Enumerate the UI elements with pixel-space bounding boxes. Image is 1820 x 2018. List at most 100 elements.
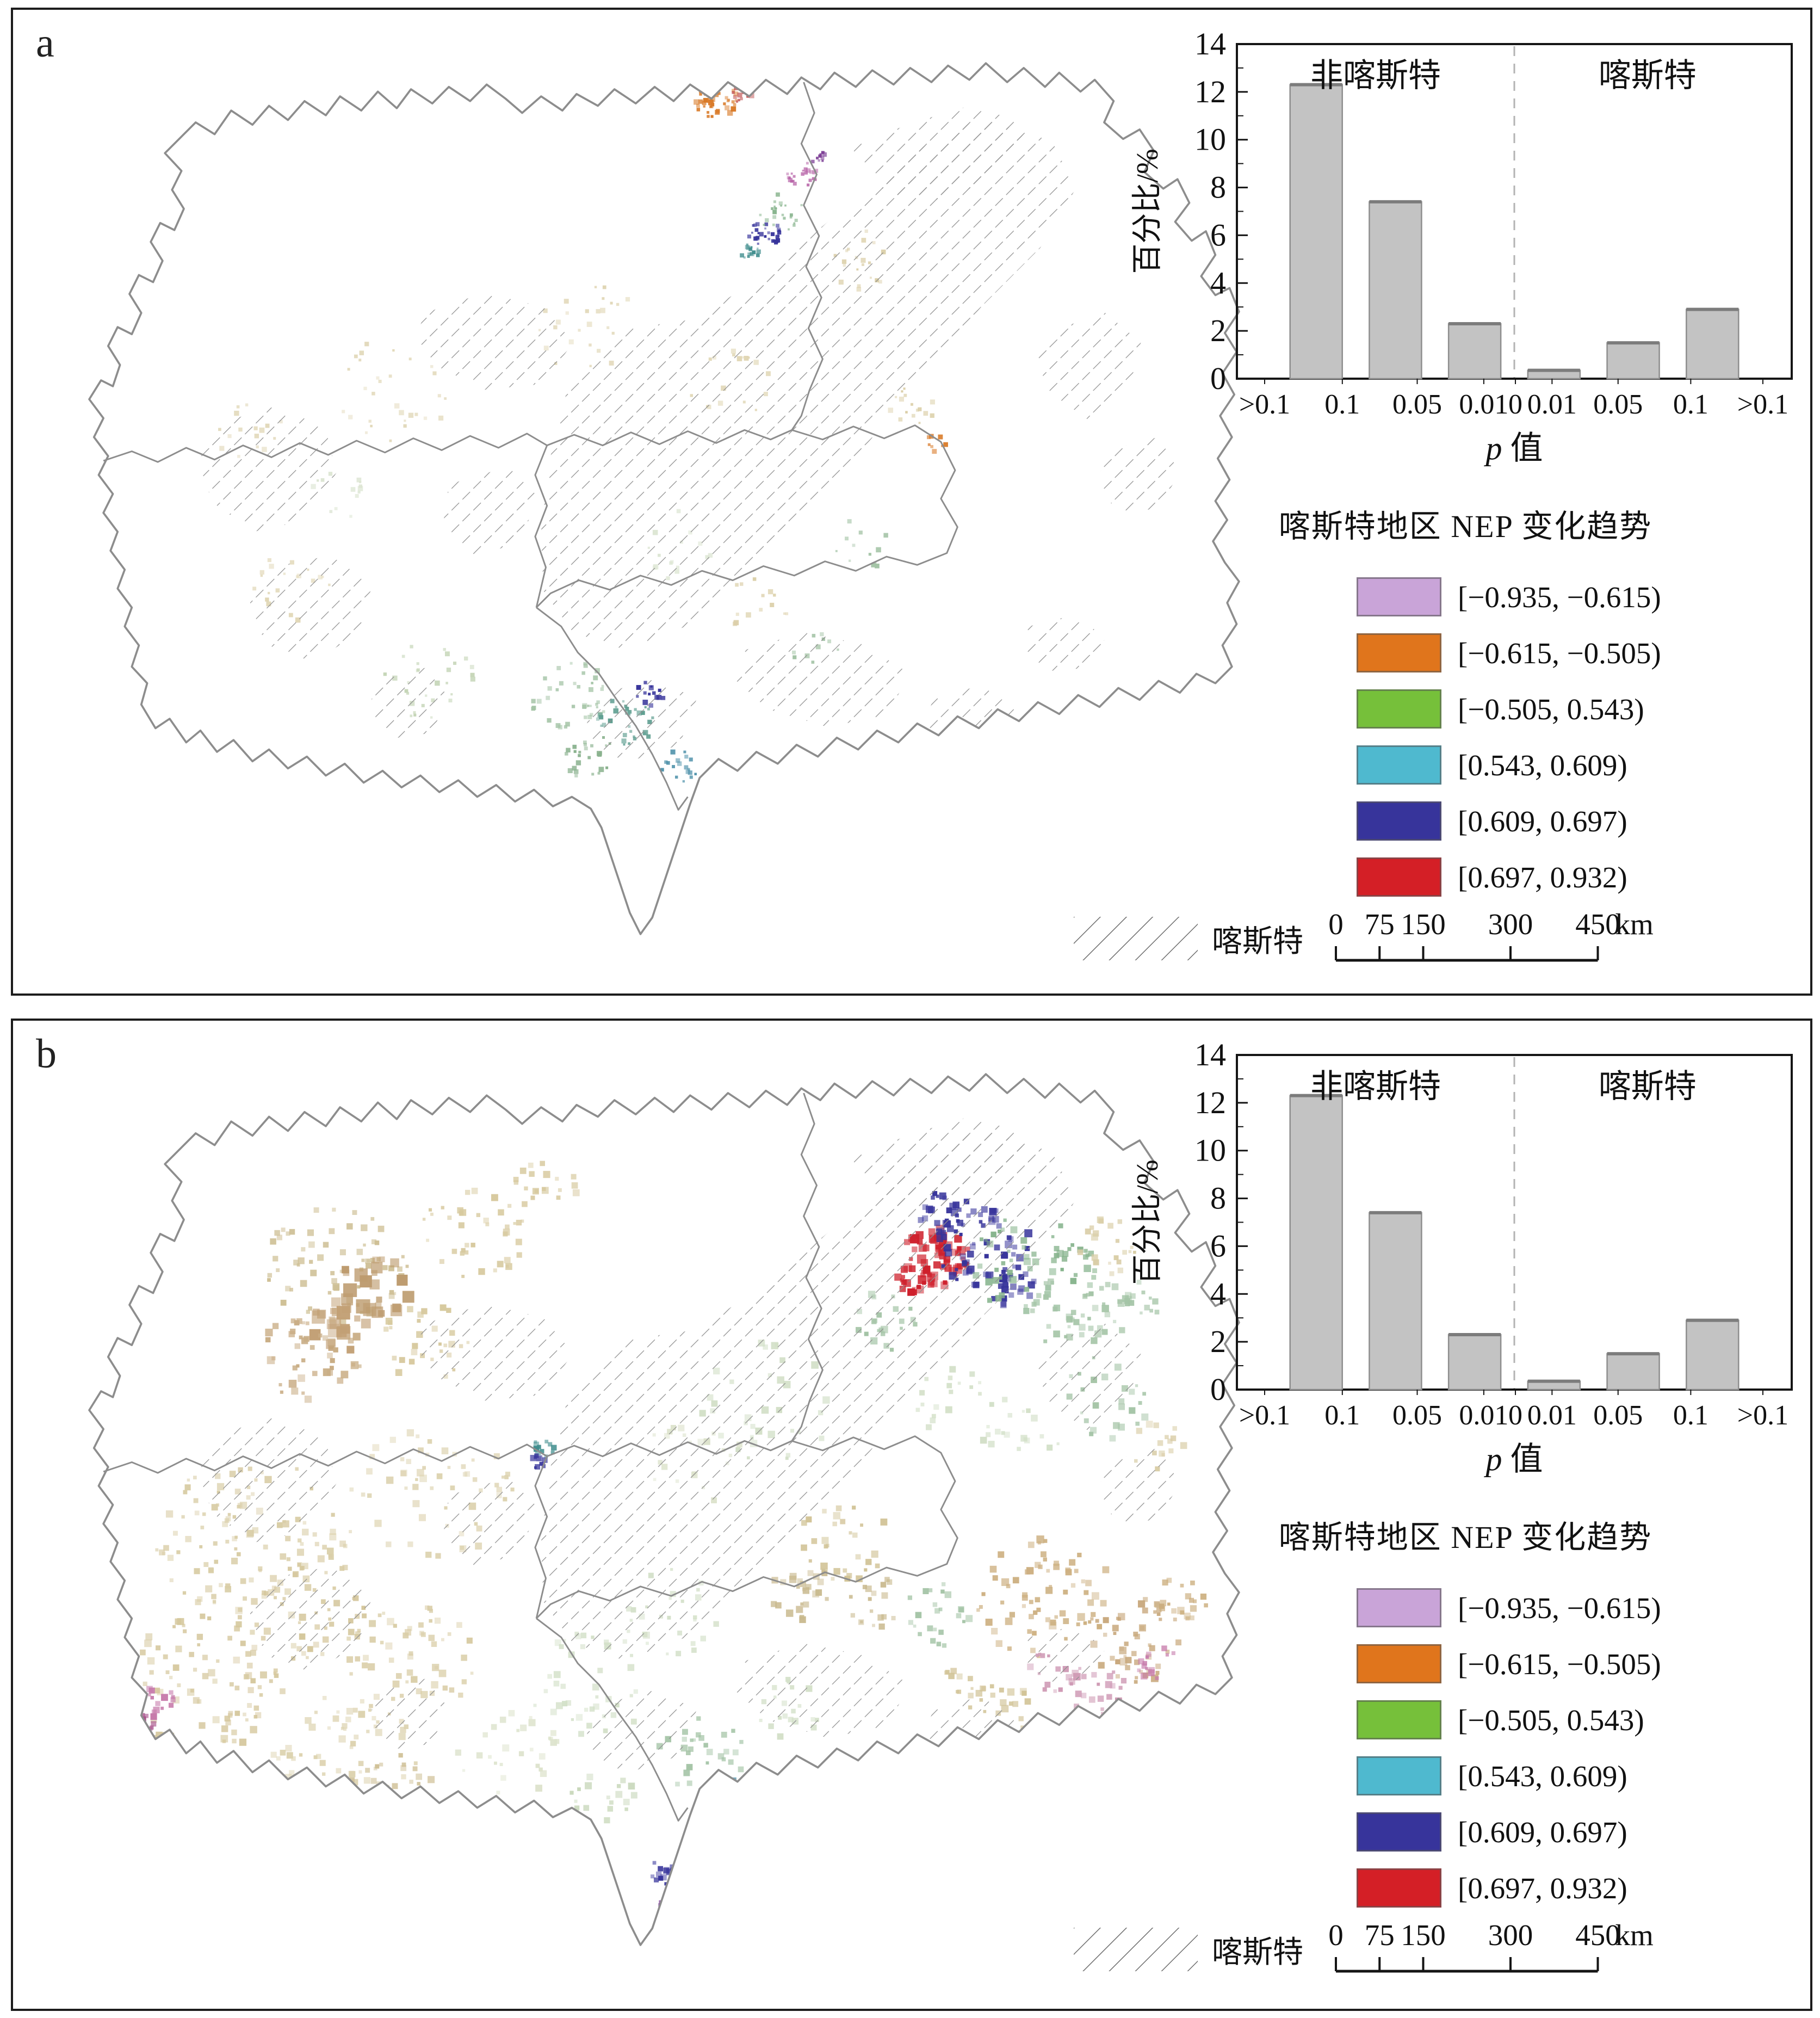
y-tick-label: 14 [1194,1037,1226,1072]
legend-swatch-icon [1357,857,1441,897]
scale-bar-tick-label: 300 [1488,908,1533,941]
panel-b: b 0 2 4 6 8 10 12 14 百分比/% 非喀斯特 喀斯特 >0.1 0.1 0.05 0.01… [11,1019,1812,2011]
y-tick-label: 6 [1210,217,1226,252]
scale-bar-tick-label: 150 [1401,1918,1446,1952]
x-tick-label: 0 [1508,389,1522,420]
x-tick-label: 0.05 [1593,1400,1643,1431]
legend-label: [0.697, 0.932) [1458,1871,1627,1905]
karst-hatch-icon [1074,917,1198,960]
panel-a: a 0 2 4 6 8 10 12 14 百分比/% 非喀斯特 喀斯特 >0.1 0.1 0.05 0.01… [11,8,1812,996]
legend-swatch-icon [1357,1700,1441,1739]
bar [1686,308,1739,380]
legend-swatch-icon [1357,1868,1441,1908]
bar [1289,84,1343,380]
x-tick-label: >0.1 [1737,1400,1788,1431]
x-tick-label: >0.1 [1737,389,1788,420]
legend-label: [−0.505, 0.543) [1458,692,1644,726]
nonkarst-region-label: 非喀斯特 [1310,1069,1441,1104]
panel-letter-b: b [36,1031,57,1077]
panel-letter-a: a [36,20,54,66]
y-tick-label: 4 [1210,265,1226,300]
karst-legend-row-a: 喀斯特 0 75 150 300 450 km [1074,903,1687,974]
scale-bar-tick-label: 300 [1488,1918,1533,1952]
karst-label: 喀斯特 [1212,1935,1303,1970]
y-tick-label: 4 [1210,1276,1226,1311]
bar [1606,342,1660,380]
y-tick-label: 8 [1210,1181,1226,1216]
y-axis-label: 百分比/% [1131,149,1165,274]
y-tick-label: 2 [1210,1324,1226,1359]
x-tick-label: >0.1 [1239,389,1290,420]
scale-bar-tick-label: 450 [1575,908,1620,941]
legend-label: [−0.615, −0.505) [1458,636,1661,670]
bar [1606,1353,1660,1391]
x-tick-label: 0.05 [1392,389,1442,420]
nep-trend-map-a [35,35,1253,993]
y-tick-label: 12 [1194,74,1226,109]
y-tick-label: 14 [1194,26,1226,61]
y-tick-label: 0 [1210,361,1226,396]
bar [1369,201,1422,380]
scale-bar-tick-label: 150 [1401,908,1446,941]
legend-label: [−0.615, −0.505) [1458,1647,1661,1681]
karst-hatch-icon [1074,1928,1198,1971]
legend-item: [0.697, 0.932) [1357,856,1661,898]
karst-region-label: 喀斯特 [1599,58,1697,94]
legend-swatch-icon [1357,745,1441,785]
scale-bar-tick-label: 0 [1328,1918,1344,1952]
y-tick-label: 2 [1210,313,1226,348]
legend-title-a: 喀斯特地区 NEP 变化趋势 [1278,509,1652,544]
y-tick-label: 8 [1210,170,1226,205]
nonkarst-region-label: 非喀斯特 [1310,58,1441,94]
x-tick-label: 0.1 [1324,1400,1360,1431]
legend-label: [−0.935, −0.615) [1458,580,1661,614]
y-tick-label: 6 [1210,1228,1226,1263]
legend-swatch-icon [1357,801,1441,841]
legend-label: [0.543, 0.609) [1458,748,1627,782]
y-tick-label: 12 [1194,1085,1226,1120]
x-tick-label: 0.01 [1527,1400,1577,1431]
x-tick-label: 0.1 [1673,389,1708,420]
karst-region-label: 喀斯特 [1599,1069,1697,1104]
y-tick-label: 10 [1194,122,1226,157]
karst-label: 喀斯特 [1212,924,1303,959]
legend-item: [0.697, 0.932) [1357,1867,1661,1909]
x-axis-label: p 值 [1484,1441,1543,1477]
legend-label: [0.609, 0.697) [1458,804,1627,838]
legend-item: [−0.615, −0.505) [1357,632,1661,674]
x-tick-label: 0 [1508,1400,1522,1431]
legend-item: [−0.935, −0.615) [1357,576,1661,618]
legend-item: [0.609, 0.697) [1357,800,1661,842]
x-tick-label: 0.1 [1324,389,1360,420]
scale-bar-tick-label: 0 [1328,908,1344,941]
bar [1369,1212,1422,1391]
legend-label: [−0.935, −0.615) [1458,1591,1661,1625]
legend-item: [0.609, 0.697) [1357,1811,1661,1853]
legend-item: [−0.505, 0.543) [1357,1699,1661,1741]
legend-label: [−0.505, 0.543) [1458,1703,1644,1737]
scale-bar-tick-label: 75 [1365,908,1395,941]
y-tick-label: 10 [1194,1133,1226,1168]
legend-swatch-icon [1357,1644,1441,1683]
x-tick-label: 0.05 [1593,389,1643,420]
y-axis-label: 百分比/% [1131,1159,1165,1285]
legend-swatch-icon [1357,1756,1441,1795]
scale-bar-unit: km [1615,1918,1654,1952]
legend-item: [0.543, 0.609) [1357,744,1661,786]
trend-legend-a: [−0.935, −0.615) [−0.615, −0.505) [−0.505,… [1357,576,1661,912]
legend-swatch-icon [1357,577,1441,616]
legend-item: [−0.505, 0.543) [1357,688,1661,730]
trend-legend-b: [−0.935, −0.615) [−0.615, −0.505) [−0.505,… [1357,1587,1661,1923]
legend-item: [−0.615, −0.505) [1357,1643,1661,1685]
x-tick-label: >0.1 [1239,1400,1290,1431]
scale-bar-unit: km [1615,908,1654,941]
bar [1289,1095,1343,1391]
legend-label: [0.697, 0.932) [1458,860,1627,894]
nep-trend-map-b [35,1046,1253,2004]
legend-swatch-icon [1357,689,1441,729]
legend-label: [0.543, 0.609) [1458,1759,1627,1793]
